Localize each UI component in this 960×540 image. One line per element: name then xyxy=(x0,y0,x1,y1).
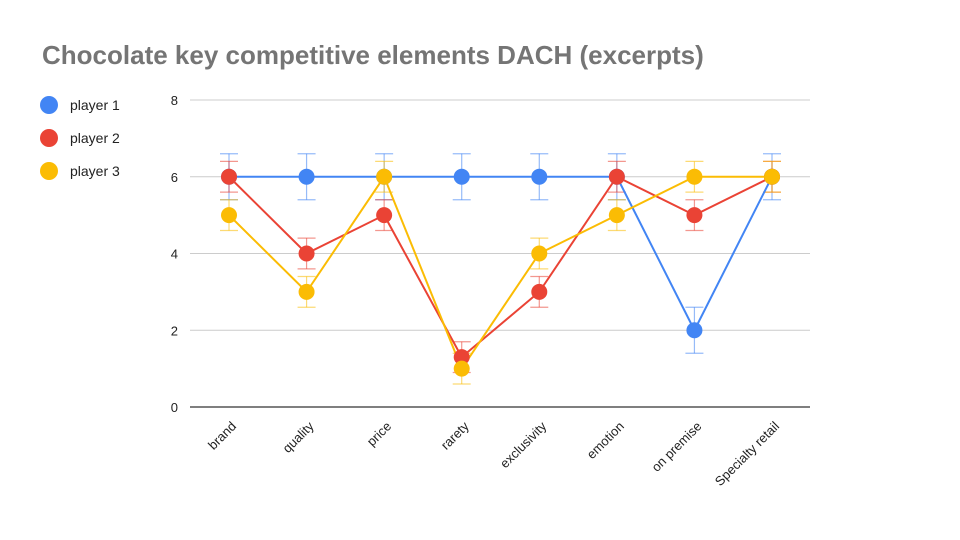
data-point xyxy=(608,207,625,224)
legend-swatch xyxy=(40,95,58,114)
data-point xyxy=(298,168,315,185)
data-point xyxy=(221,168,237,185)
data-point xyxy=(376,168,393,185)
data-point xyxy=(531,168,548,185)
x-tick-label: brand xyxy=(205,419,239,453)
legend-swatch xyxy=(40,161,58,180)
data-point xyxy=(608,168,625,185)
x-tick-label: quality xyxy=(280,418,318,456)
data-point xyxy=(686,207,703,224)
data-point xyxy=(453,349,470,366)
data-point xyxy=(376,207,393,224)
data-point xyxy=(298,283,315,300)
legend: player 1 player 2 player 3 xyxy=(40,88,120,187)
y-tick-label: 2 xyxy=(171,323,178,338)
y-tick-label: 0 xyxy=(171,400,178,415)
legend-swatch xyxy=(40,128,58,147)
legend-label: player 1 xyxy=(70,96,120,113)
data-point xyxy=(764,168,780,185)
data-point xyxy=(531,283,548,300)
x-tick-label: Specialty retail xyxy=(712,418,782,488)
data-point xyxy=(531,245,548,262)
legend-label: player 3 xyxy=(70,162,120,179)
data-point xyxy=(298,245,315,262)
y-tick-label: 8 xyxy=(171,93,178,108)
series-line xyxy=(228,174,772,371)
x-tick-label: emotion xyxy=(584,419,627,462)
legend-item-player-1[interactable]: player 1 xyxy=(40,88,120,121)
chart-title: Chocolate key competitive elements DACH … xyxy=(42,40,704,70)
x-tick-label: exclusivity xyxy=(497,418,550,471)
x-tick-label: price xyxy=(364,419,395,450)
data-point xyxy=(686,322,703,339)
x-tick-label: rarety xyxy=(438,418,472,452)
x-tick-label: on premise xyxy=(648,419,704,475)
data-point xyxy=(453,168,470,185)
y-tick-label: 6 xyxy=(171,170,178,185)
legend-item-player-3[interactable]: player 3 xyxy=(40,154,120,187)
y-tick-label: 4 xyxy=(171,247,178,262)
data-point xyxy=(453,360,470,377)
legend-label: player 2 xyxy=(70,129,120,146)
series-line xyxy=(228,175,773,359)
data-point xyxy=(221,207,237,224)
data-point xyxy=(686,168,703,185)
legend-item-player-2[interactable]: player 2 xyxy=(40,121,120,154)
series-line xyxy=(229,175,773,333)
